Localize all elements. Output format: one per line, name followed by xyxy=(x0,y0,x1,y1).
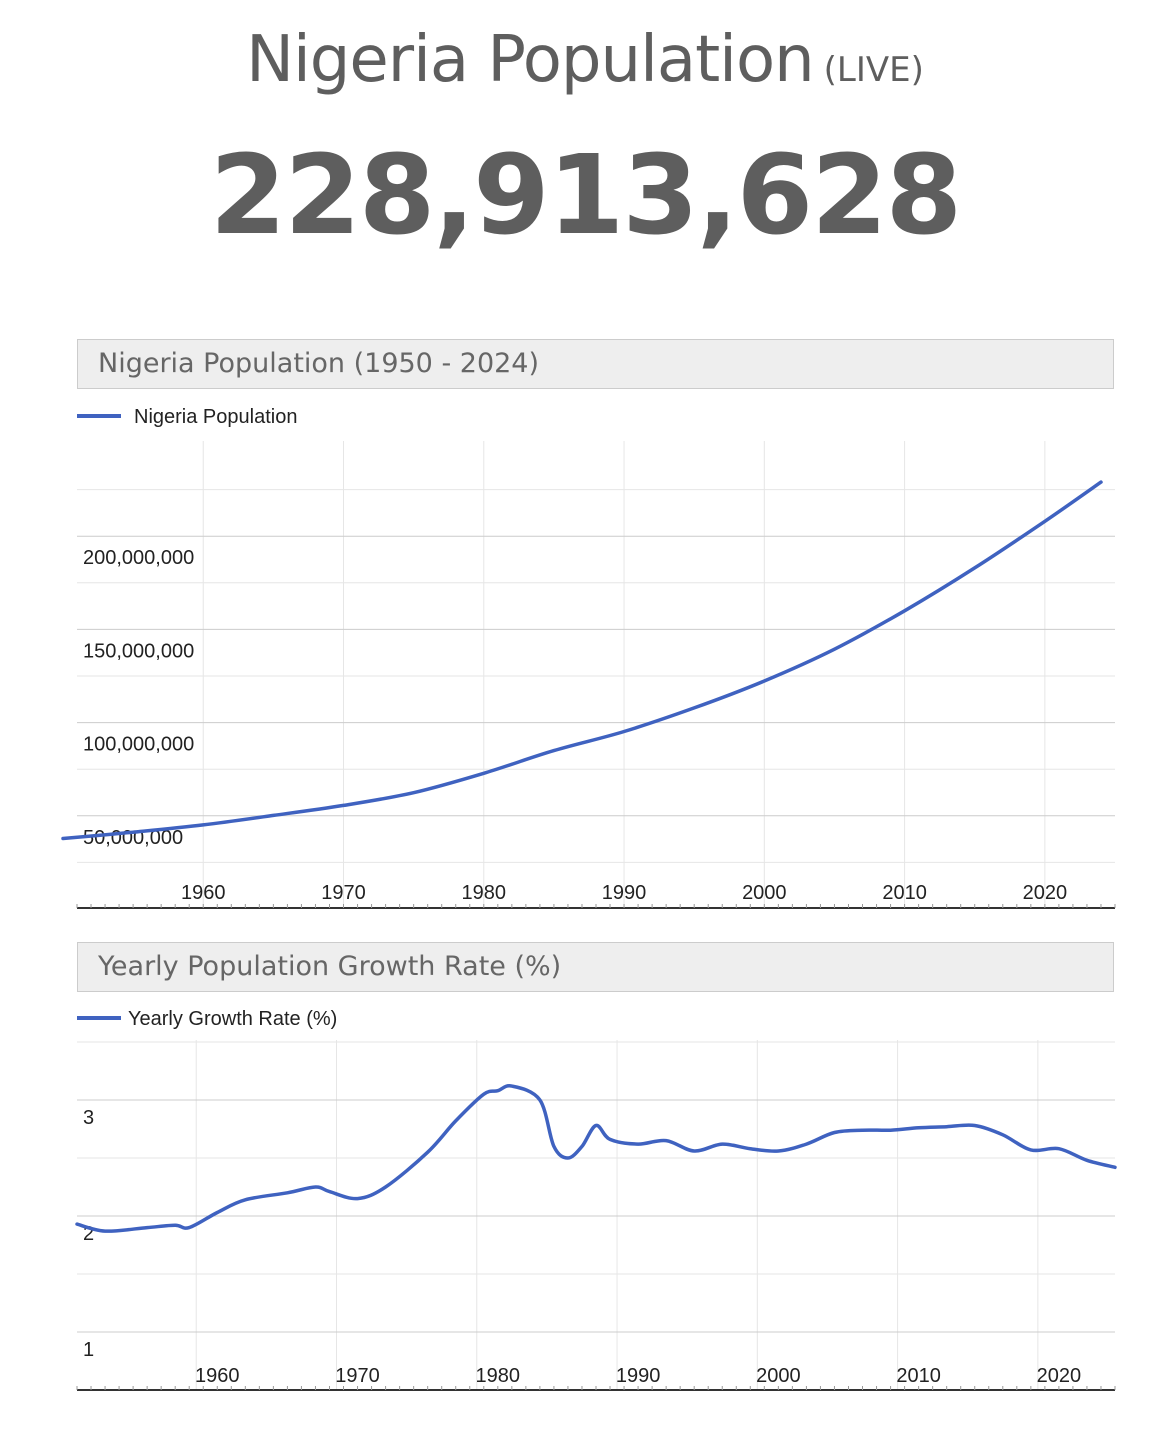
population-chart-title: Nigeria Population (1950 - 2024) xyxy=(77,339,1114,389)
data-line xyxy=(75,1084,1117,1233)
x-tick-label: 2000 xyxy=(742,882,787,904)
x-tick-label: 1960 xyxy=(195,1365,240,1387)
population-chart: 50,000,000 100,000,000 150,000,000 200,000,… xyxy=(61,406,1116,909)
live-label: (LIVE) xyxy=(823,50,924,90)
page-title: Nigeria Population (LIVE) xyxy=(0,20,1170,110)
growth-chart-title: Yearly Population Growth Rate (%) xyxy=(77,942,1114,992)
y-tick-label: 1 xyxy=(83,1339,94,1361)
x-tick-label: 1980 xyxy=(476,1365,521,1387)
x-tick-label: 1970 xyxy=(321,882,366,904)
y-tick-label: 2 xyxy=(83,1223,94,1245)
page-title-text: Nigeria Population xyxy=(246,23,815,97)
data-line xyxy=(61,480,1103,841)
y-tick-label: 150,000,000 xyxy=(83,640,194,662)
y-tick-label: 3 xyxy=(83,1107,94,1129)
y-tick-label: 200,000,000 xyxy=(83,547,194,569)
legend-label: Nigeria Population xyxy=(134,406,297,428)
x-tick-label: 1990 xyxy=(616,1365,661,1387)
x-tick-label: 2010 xyxy=(896,1365,941,1387)
x-tick-label: 1960 xyxy=(181,882,226,904)
x-tick-label: 2010 xyxy=(882,882,927,904)
y-tick-label: 50,000,000 xyxy=(83,827,183,849)
x-tick-label: 2020 xyxy=(1023,882,1068,904)
x-tick-label: 1990 xyxy=(602,882,647,904)
x-tick-label: 1980 xyxy=(462,882,507,904)
x-tick-label: 2000 xyxy=(756,1365,801,1387)
x-tick-label: 2020 xyxy=(1037,1365,1082,1387)
live-population-counter: 228,913,628 xyxy=(209,131,962,259)
growth-rate-chart: 1 2 3 1960 1970 1980 1990 2000 2010 2020 Yearly Gr… xyxy=(75,1008,1117,1391)
legend-label: Yearly Growth Rate (%) xyxy=(128,1008,337,1030)
y-tick-label: 100,000,000 xyxy=(83,734,194,756)
x-tick-label: 1970 xyxy=(335,1365,380,1387)
